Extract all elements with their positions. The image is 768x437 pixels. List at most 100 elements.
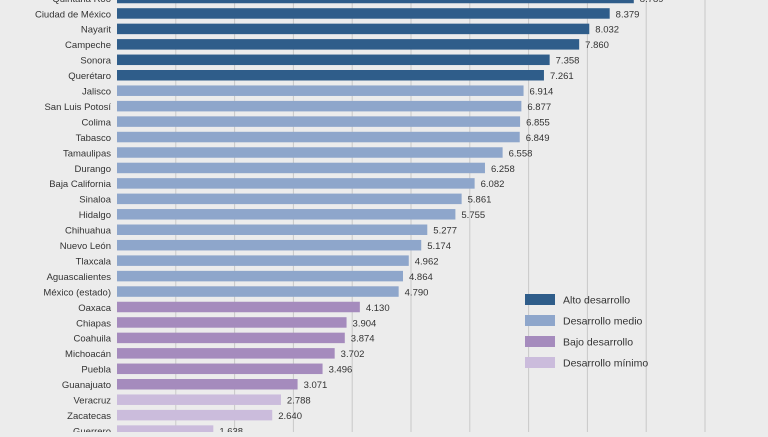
bar — [117, 147, 503, 158]
category-label: Jalisco — [82, 87, 111, 98]
value-label: 5.861 — [468, 195, 492, 206]
bar-row: Veracruz 2.788 — [74, 394, 311, 407]
category-label: Chiapas — [76, 318, 111, 329]
bar-row: Nuevo León 5.174 — [60, 239, 451, 252]
category-label: Chihuahua — [65, 226, 112, 237]
category-label: San Luis Potosí — [44, 102, 111, 113]
bar — [117, 0, 634, 4]
bar-row: San Luis Potosí 6.877 — [44, 100, 551, 113]
bar-row: Chiapas 3.904 — [76, 317, 376, 329]
bar — [117, 8, 610, 19]
category-label: Tlaxcala — [76, 256, 112, 267]
bar-row: Hidalgo 5.755 — [79, 209, 485, 221]
value-label: 7.860 — [585, 40, 609, 51]
value-label: 6.914 — [530, 87, 554, 98]
category-label: Tamaulipas — [63, 148, 111, 159]
bar-row: Zacatecas 2.640 — [67, 409, 302, 422]
bar-row: Colima 6.855 — [81, 116, 550, 128]
bar-row: Aguascalientes 4.864 — [47, 270, 433, 283]
value-label: 5.755 — [461, 210, 485, 221]
bar-row: Tlaxcala 4.962 — [76, 255, 439, 267]
bar — [117, 270, 404, 282]
category-label: Sonora — [80, 56, 111, 67]
category-label: Veracruz — [74, 396, 112, 407]
bar — [117, 39, 580, 50]
bar — [117, 301, 360, 313]
category-label: Aguascalientes — [47, 272, 112, 283]
bar-row: Guerrero 1.638 — [73, 425, 243, 437]
bar — [117, 255, 409, 266]
legend-label: Bajo desarrollo — [563, 337, 633, 349]
bar-row: México (estado) 4.790 — [43, 286, 428, 298]
value-label: 4.962 — [415, 256, 439, 267]
bar — [117, 131, 520, 143]
category-label: Durango — [75, 164, 111, 175]
category-label: Coahuila — [74, 334, 112, 345]
value-label: 6.082 — [481, 179, 505, 190]
bar-row: Querétaro 7.261 — [68, 70, 574, 82]
bar-row: Sinaloa 5.861 — [79, 193, 492, 206]
bar — [117, 162, 485, 174]
bar-row: Tamaulipas 6.558 — [63, 147, 532, 159]
bar-row: Campeche 7.860 — [65, 39, 609, 51]
value-label: 8.379 — [616, 9, 640, 20]
value-label: 3.702 — [341, 349, 365, 360]
bar — [117, 178, 475, 189]
category-label: México (estado) — [43, 287, 111, 298]
value-label: 5.174 — [427, 241, 451, 252]
category-label: Baja California — [49, 179, 111, 190]
bar-row: Puebla 3.496 — [81, 363, 352, 376]
category-label: Nuevo León — [60, 241, 111, 252]
value-label: 7.261 — [550, 71, 574, 82]
value-label: 6.849 — [526, 133, 550, 144]
category-label: Campeche — [65, 40, 111, 51]
category-label: Zacatecas — [67, 411, 111, 422]
bar — [117, 70, 544, 81]
bar-row: Sonora 7.358 — [80, 54, 580, 67]
bar — [117, 116, 521, 127]
legend: Alto desarrollo Desarrollo medio Bajo desa… — [525, 294, 648, 370]
bar-row: Oaxaca 4.130 — [78, 301, 390, 314]
bar — [117, 100, 522, 112]
value-label: 8.789 — [640, 0, 664, 5]
bar-row: Chihuahua 5.277 — [65, 224, 457, 237]
legend-item: Bajo desarrollo — [525, 336, 633, 349]
category-label: Puebla — [81, 365, 111, 376]
bar — [117, 409, 273, 421]
bar — [117, 317, 347, 328]
legend-item: Desarrollo medio — [525, 315, 643, 328]
bar — [117, 379, 298, 390]
bar — [117, 54, 550, 66]
legend-item: Alto desarrollo — [525, 294, 630, 307]
bar — [117, 394, 281, 405]
value-label: 6.258 — [491, 164, 515, 175]
bar — [117, 348, 335, 359]
legend-label: Desarrollo mínimo — [563, 358, 648, 370]
bar — [117, 209, 456, 220]
value-label: 3.071 — [304, 380, 328, 391]
legend-swatch — [525, 357, 555, 368]
value-label: 2.788 — [287, 396, 311, 407]
bar-row: Durango 6.258 — [75, 162, 515, 175]
bar — [117, 85, 524, 96]
category-label: Sinaloa — [79, 195, 111, 206]
bar — [117, 363, 323, 375]
bar-row: Quintana Roo 8.789 — [52, 0, 664, 5]
value-label: 4.130 — [366, 303, 390, 314]
legend-swatch — [525, 315, 555, 326]
category-label: Quintana Roo — [52, 0, 111, 5]
category-label: Tabasco — [76, 133, 111, 144]
value-label: 2.640 — [278, 411, 302, 422]
value-label: 7.358 — [556, 56, 580, 67]
legend-label: Desarrollo medio — [563, 316, 643, 328]
category-label: Querétaro — [68, 71, 111, 82]
bar — [117, 224, 428, 235]
bar — [117, 193, 462, 205]
category-label: Michoacán — [65, 349, 111, 360]
bar-row: Coahuila 3.874 — [74, 332, 375, 345]
bar — [117, 23, 590, 35]
category-label: Ciudad de México — [35, 9, 111, 20]
bar — [117, 425, 214, 436]
